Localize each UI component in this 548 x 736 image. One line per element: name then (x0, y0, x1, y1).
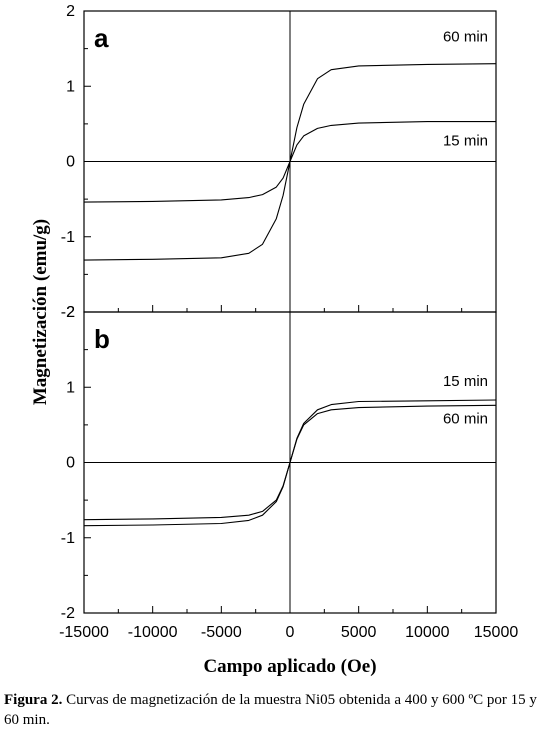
panel-label: a (94, 23, 109, 53)
y-tick-label: 1 (66, 78, 75, 95)
x-tick-label: -15000 (59, 624, 109, 641)
series-line (83, 121, 496, 203)
panel-a: 2 1 0 -1 -2 a 60 min 15 min (61, 3, 497, 321)
panel-label: b (94, 324, 110, 354)
x-tick-label: 15000 (474, 624, 519, 641)
y-tick-label: 1 (66, 379, 75, 396)
caption-text: Curvas de magnetización de la muestra Ni… (4, 692, 537, 728)
y-tick-label: -2 (61, 304, 75, 321)
y-tick-label: 0 (66, 154, 75, 171)
y-tick-label: 2 (66, 3, 75, 20)
x-tick-label: 0 (286, 624, 295, 641)
panel-b: 2 1 0 -1 -2 -15000 -10000 -5000 0 5000 10000 15000 b… (59, 304, 518, 641)
y-tick-label: -1 (61, 530, 75, 547)
series-label: 15 min (443, 133, 488, 150)
x-tick-label: 5000 (341, 624, 377, 641)
x-tick-label: -5000 (201, 624, 242, 641)
series-label: 60 min (443, 29, 488, 46)
x-tick-label: 10000 (405, 624, 450, 641)
y-tick-label: 2 (66, 304, 75, 321)
y-axis-title: Magnetización (emu/g) (30, 219, 51, 405)
caption-label: Figura 2. (4, 692, 63, 708)
figure-caption: Figura 2. Curvas de magnetización de la … (4, 690, 544, 730)
magnetization-figure: 2 1 0 -1 -2 a 60 min 15 min 2 1 0 -1 -2 -15000 -10000… (30, 3, 518, 677)
series-label: 15 min (443, 373, 488, 390)
series-label: 60 min (443, 410, 488, 427)
y-tick-label: -2 (61, 605, 75, 622)
y-tick-label: -1 (61, 229, 75, 246)
series-line (83, 404, 497, 521)
x-tick-label: -10000 (128, 624, 178, 641)
x-axis-title: Campo aplicado (Oe) (203, 656, 376, 677)
y-tick-label: 0 (66, 455, 75, 472)
